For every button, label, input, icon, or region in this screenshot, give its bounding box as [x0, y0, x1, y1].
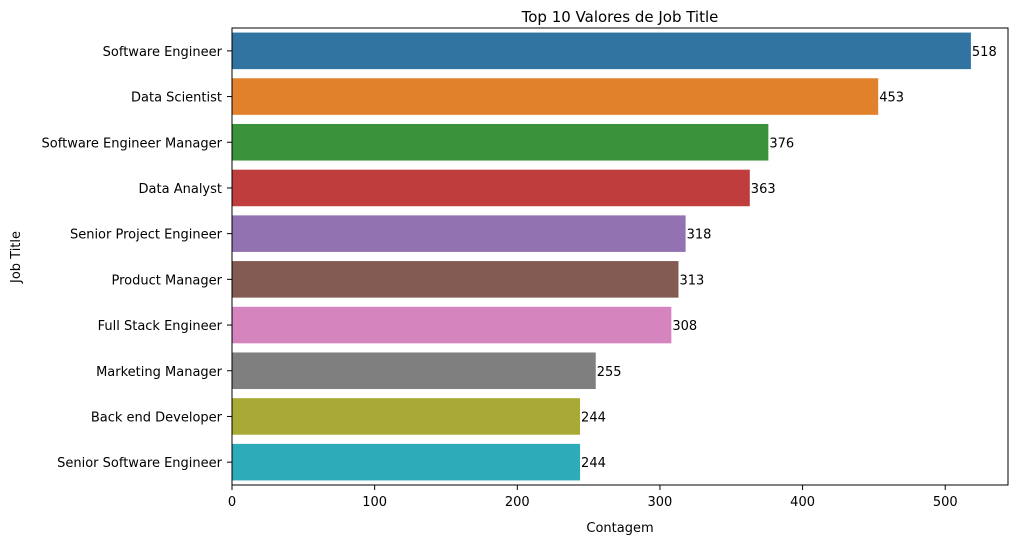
y-tick-label: Data Scientist	[131, 91, 222, 106]
x-tick-label: 300	[648, 495, 673, 510]
bars-group: 518 453 376 363 318 313 308 255 244 244	[232, 32, 997, 481]
y-tick-label: Data Analyst	[139, 182, 222, 197]
y-axis-label: Job Title	[9, 231, 24, 284]
bar-value-label: 255	[597, 365, 622, 380]
x-axis-label: Contagem	[586, 521, 653, 536]
bar-value-label: 244	[581, 456, 606, 471]
bar-6	[232, 306, 672, 344]
plot-frame	[231, 27, 1009, 486]
bar-0	[232, 32, 971, 70]
bar-5	[232, 261, 679, 298]
bar-value-label: 313	[679, 273, 704, 288]
bar-value-label: 244	[581, 410, 606, 425]
x-tick-label: 400	[790, 495, 815, 510]
y-tick-label: Senior Software Engineer	[57, 456, 223, 471]
y-tick-label: Software Engineer	[103, 45, 223, 60]
x-tick-label: 200	[505, 495, 530, 510]
bar-8	[232, 398, 581, 435]
bar-value-label: 453	[879, 91, 904, 106]
bar-4	[232, 215, 686, 252]
bar-1	[232, 78, 879, 115]
bar-value-label: 318	[687, 228, 712, 243]
x-tick-label: 100	[362, 495, 387, 510]
bar-3	[232, 169, 750, 207]
bar-7	[232, 352, 596, 390]
y-axis: Software Engineer Data Scientist Software …	[42, 45, 232, 471]
bar-2	[232, 123, 769, 161]
bar-value-label: 376	[769, 136, 794, 151]
bar-value-label: 363	[751, 182, 776, 197]
y-tick-label: Back end Developer	[91, 410, 223, 425]
bar-value-label: 518	[972, 45, 997, 60]
bar-9	[232, 443, 581, 481]
bar-value-label: 308	[672, 319, 697, 334]
y-tick-label: Software Engineer Manager	[42, 136, 223, 151]
x-tick-label: 0	[228, 495, 236, 510]
x-axis: 0 100 200 300 400 500	[228, 485, 958, 510]
y-tick-label: Senior Project Engineer	[70, 228, 223, 243]
chart-title: Top 10 Valores de Job Title	[521, 8, 719, 26]
y-tick-label: Marketing Manager	[96, 365, 223, 380]
y-tick-label: Product Manager	[112, 273, 223, 288]
y-tick-label: Full Stack Engineer	[98, 319, 223, 334]
x-tick-label: 500	[933, 495, 958, 510]
